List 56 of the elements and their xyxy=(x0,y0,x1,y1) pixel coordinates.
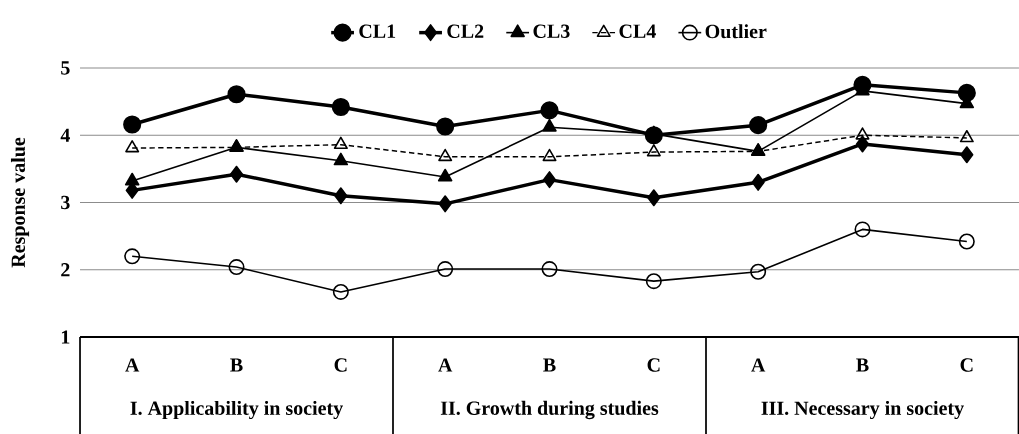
point xyxy=(124,248,141,265)
text: III. Necessary in society xyxy=(761,400,964,420)
point xyxy=(438,195,452,213)
point xyxy=(437,261,454,278)
point xyxy=(959,129,974,143)
point xyxy=(332,283,349,300)
point xyxy=(749,116,768,135)
point xyxy=(331,97,350,117)
point xyxy=(750,263,767,280)
point xyxy=(227,85,246,104)
point xyxy=(125,140,140,153)
y-tick-label: 3 xyxy=(61,195,70,210)
y-tick-label: 2 xyxy=(61,263,70,277)
point xyxy=(333,136,348,150)
x-tick-label: A xyxy=(438,358,453,372)
point xyxy=(437,168,453,182)
legend-label: CL3 xyxy=(533,24,570,38)
text: II. Growth during studies xyxy=(440,400,659,420)
point xyxy=(751,173,765,191)
point xyxy=(228,259,245,276)
legend-label: Outlier xyxy=(705,24,767,39)
legend-label: CL2 xyxy=(447,24,484,38)
x-tick-label: B xyxy=(543,358,556,372)
x-tick-label: A xyxy=(751,358,766,372)
point xyxy=(229,165,244,183)
point xyxy=(647,189,661,207)
point xyxy=(436,117,455,136)
x-tick-label: A xyxy=(125,358,140,372)
point xyxy=(334,187,348,205)
point xyxy=(541,261,558,278)
y-tick-label: 1 xyxy=(61,330,70,344)
x-tick-label: C xyxy=(647,358,660,372)
point xyxy=(542,171,557,189)
x-tick-label: B xyxy=(230,358,243,372)
point xyxy=(646,144,661,157)
x-tick-label: C xyxy=(960,358,973,372)
legend-label: CL4 xyxy=(619,24,656,38)
point xyxy=(542,148,557,162)
text: I. Applicability in society xyxy=(130,400,343,420)
y-axis-title: Response value xyxy=(10,137,30,268)
x-tick-label: B xyxy=(856,358,869,372)
point xyxy=(960,146,974,164)
point xyxy=(333,152,349,166)
point xyxy=(123,115,142,134)
point xyxy=(438,148,453,162)
point xyxy=(645,273,662,290)
y-tick-label: 5 xyxy=(61,61,70,75)
point xyxy=(542,118,557,132)
point xyxy=(540,101,559,120)
point xyxy=(854,221,871,238)
x-tick-label: C xyxy=(334,358,347,372)
point xyxy=(855,127,870,140)
point xyxy=(124,172,140,186)
point xyxy=(958,233,975,250)
legend-label: CL1 xyxy=(359,24,396,38)
y-tick-label: 4 xyxy=(60,128,70,142)
